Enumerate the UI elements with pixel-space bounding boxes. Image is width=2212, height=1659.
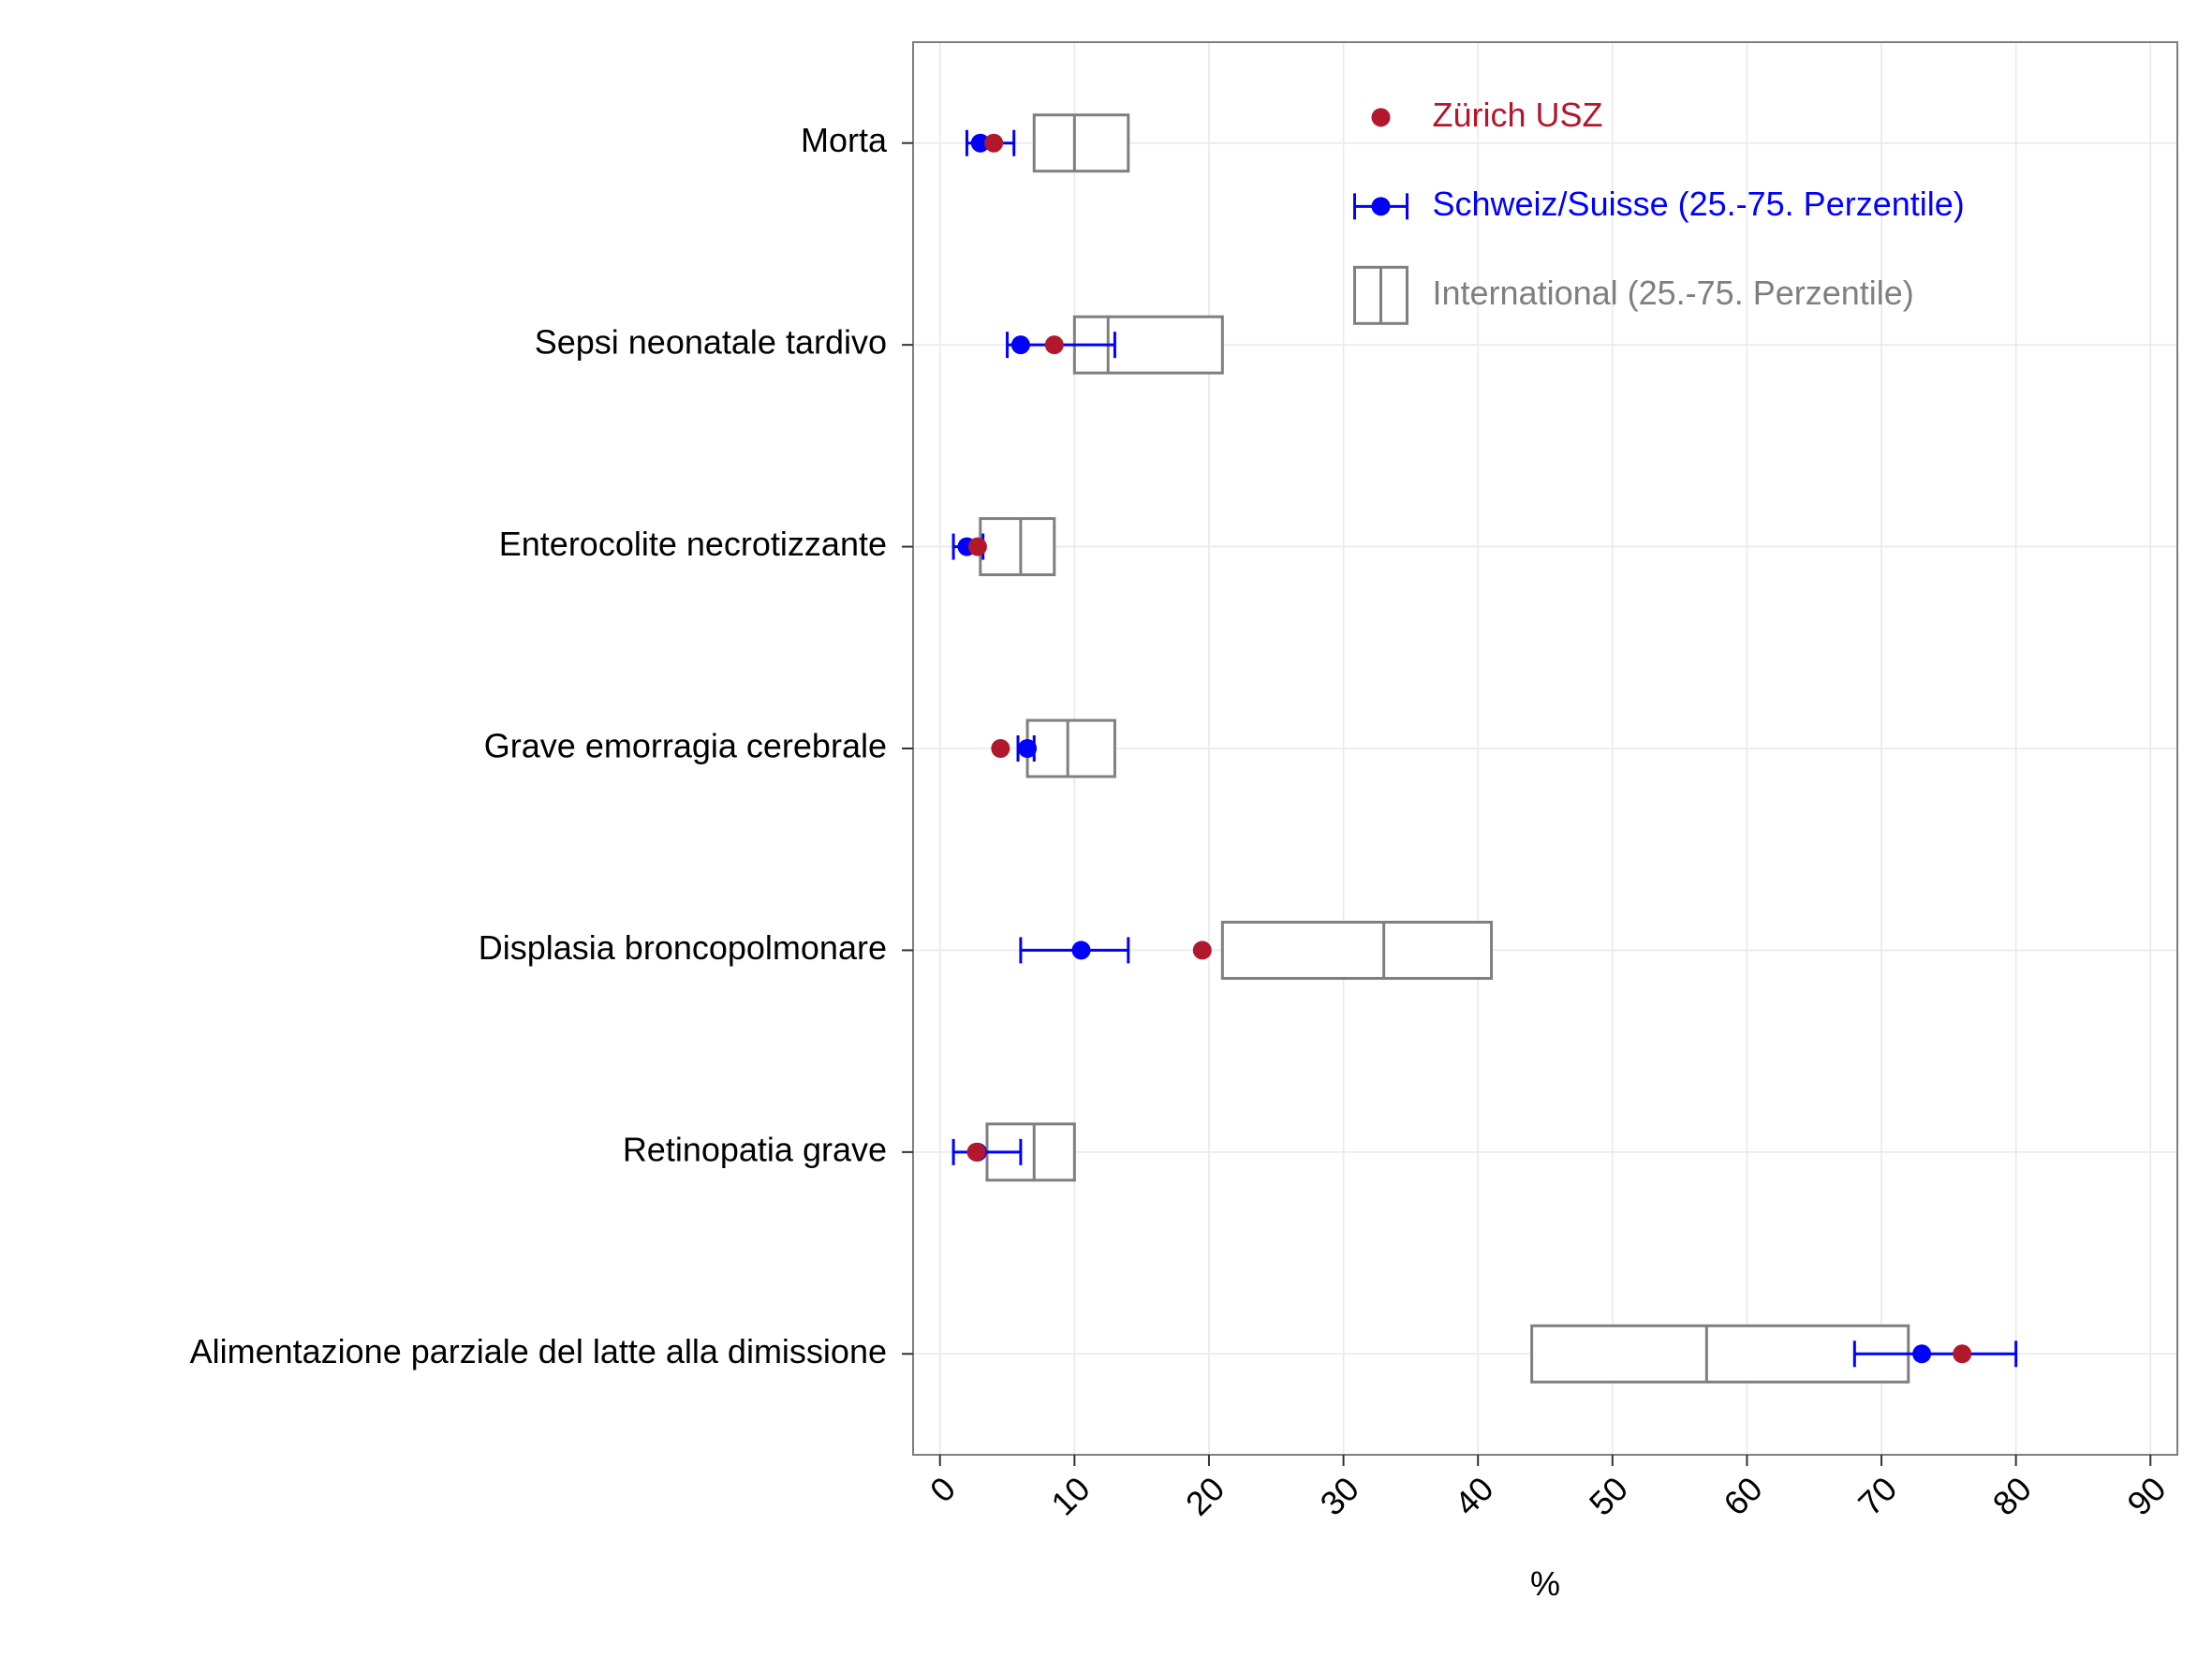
- x-tick-label: 20: [1178, 1469, 1231, 1522]
- x-tick-label: 50: [1582, 1469, 1635, 1522]
- intl-box: [1532, 1326, 1909, 1382]
- legend-marker-zurich: [1372, 108, 1391, 126]
- x-tick-label: 40: [1447, 1469, 1500, 1522]
- x-tick-label: 30: [1313, 1469, 1366, 1522]
- zurich-point: [984, 134, 1003, 153]
- intl-box: [1027, 720, 1114, 777]
- y-category-label: Displasia broncopolmonare: [479, 928, 887, 967]
- legend-label: International (25.-75. Perzentile): [1433, 274, 1914, 312]
- y-category-label: Morta: [801, 121, 888, 159]
- x-tick-label: 70: [1851, 1469, 1904, 1522]
- schweiz-point: [1011, 335, 1030, 354]
- legend-label: Schweiz/Suisse (25.-75. Perzentile): [1433, 185, 1965, 223]
- x-tick-label: 60: [1716, 1469, 1769, 1522]
- y-category-label: Grave emorragia cerebrale: [484, 727, 887, 765]
- intl-box: [981, 519, 1054, 575]
- x-axis-label: %: [1530, 1564, 1560, 1603]
- x-tick-label: 90: [2119, 1469, 2173, 1522]
- y-category-label: Enterocolite necrotizzante: [499, 525, 887, 563]
- x-tick-label: 80: [1985, 1469, 2039, 1522]
- intl-box: [1034, 115, 1128, 171]
- zurich-point: [967, 1143, 986, 1162]
- chart-container: 0 10 20 30 40 50 60 70 80 90% Morta Sepsi neonatale…: [0, 0, 2212, 1659]
- schweiz-point: [1072, 941, 1091, 959]
- legend-item: Schweiz/Suisse (25.-75. Perzentile): [1355, 185, 1965, 223]
- schweiz-point: [1912, 1344, 1931, 1363]
- schweiz-point: [1018, 739, 1037, 758]
- zurich-point: [968, 538, 987, 556]
- zurich-point: [1193, 941, 1212, 959]
- y-category-label: Retinopatia grave: [623, 1130, 887, 1168]
- intl-box: [1222, 922, 1491, 978]
- chart-svg: 0 10 20 30 40 50 60 70 80 90% Morta Sepsi neonatale…: [0, 0, 2212, 1659]
- zurich-point: [1045, 335, 1064, 354]
- zurich-point: [1953, 1344, 1971, 1363]
- y-category-label: Sepsi neonatale tardivo: [535, 323, 887, 362]
- zurich-point: [991, 739, 1010, 758]
- legend-label: Zürich USZ: [1433, 96, 1603, 134]
- y-category-label: Alimentazione parziale del latte alla di…: [190, 1332, 887, 1370]
- x-tick-label: 10: [1043, 1469, 1097, 1522]
- x-tick-label: 0: [922, 1469, 963, 1509]
